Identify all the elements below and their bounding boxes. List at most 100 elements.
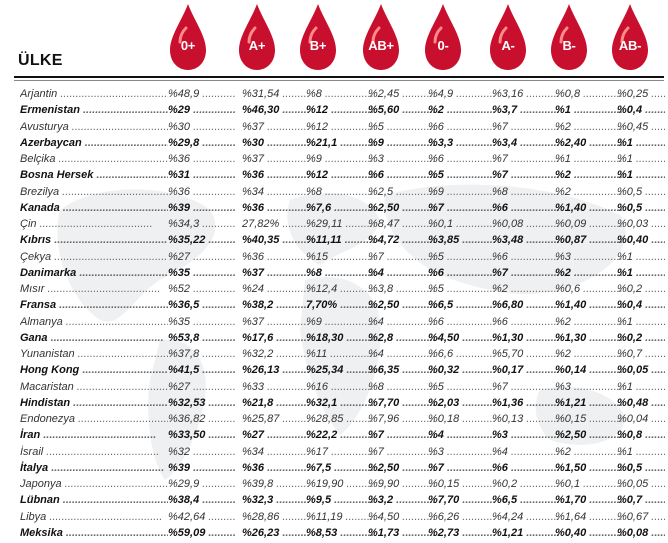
blood-type-percentage: %2,45 xyxy=(368,86,436,102)
blood-type-percentage: %9 xyxy=(306,314,374,330)
blood-type-percentage: %30 xyxy=(168,119,236,135)
country-name: Lübnan xyxy=(20,492,168,508)
blood-type-percentage: %25,87 xyxy=(242,411,310,427)
blood-type-percentage: %8 xyxy=(306,86,374,102)
blood-type-percentage: %1 xyxy=(617,444,665,460)
blood-type-percentage: %1,21 xyxy=(492,525,560,541)
country-name: Hong Kong xyxy=(20,362,168,378)
blood-type-percentage: %31,54 xyxy=(242,86,310,102)
blood-type-percentage: %0,7 xyxy=(617,492,665,508)
blood-drop-icon xyxy=(612,4,648,70)
blood-type-percentage: %36,82 xyxy=(168,411,236,427)
blood-type-percentage: %32 xyxy=(168,444,236,460)
blood-type-percentage: %2,8 xyxy=(368,330,436,346)
country-name: İsrail xyxy=(20,444,168,460)
table-row: Avusturya%30 %37%12%5%6%7%2%0,45 xyxy=(0,119,668,135)
country-name: Danimarka xyxy=(20,265,168,281)
blood-type-percentage: %1 xyxy=(617,314,665,330)
blood-type-drop: B+ xyxy=(298,2,338,72)
blood-type-percentage: %3 xyxy=(555,249,623,265)
blood-type-percentage: %11 xyxy=(306,346,374,362)
blood-type-percentage: %2 xyxy=(492,281,560,297)
blood-type-percentage: %1,64 xyxy=(555,509,623,525)
blood-type-percentage: %33 xyxy=(242,379,310,395)
blood-type-drop: A- xyxy=(488,2,528,72)
blood-type-percentage: %2 xyxy=(555,444,623,460)
blood-type-percentage: %37 xyxy=(242,314,310,330)
blood-type-percentage: %37 xyxy=(242,119,310,135)
blood-type-percentage: %35,22 xyxy=(168,232,236,248)
blood-type-percentage: %1,36 xyxy=(492,395,560,411)
blood-type-drop: AB- xyxy=(610,2,650,72)
blood-type-percentage: %8,47 xyxy=(368,216,436,232)
blood-type-percentage: %0,05 xyxy=(617,362,665,378)
blood-type-percentage: %0,25 xyxy=(617,86,665,102)
blood-type-percentage: %2 xyxy=(428,102,496,118)
table-row: Gana%53,8%17,6%18,30%2,8%4,50%1,30%1,30%… xyxy=(0,330,668,346)
blood-type-percentage: %22,2 xyxy=(306,427,374,443)
blood-type-percentage: %19,90 xyxy=(306,476,374,492)
blood-type-percentage: %53,8 xyxy=(168,330,236,346)
blood-type-percentage: %37 xyxy=(242,265,310,281)
blood-type-percentage: %32,2 xyxy=(242,346,310,362)
blood-type-percentage: %7 xyxy=(492,265,560,281)
blood-type-percentage: %39,8 xyxy=(242,476,310,492)
blood-type-percentage: %2 xyxy=(555,314,623,330)
blood-type-percentage: %0,03 xyxy=(617,216,665,232)
table-row: Kanada%39 %36%7,6%2,50%7%6%1,40%0,5 xyxy=(0,200,668,216)
blood-type-percentage: %6,80 xyxy=(492,297,560,313)
blood-type-percentage: %0,4 xyxy=(617,102,665,118)
blood-type-percentage: %2,03 xyxy=(428,395,496,411)
country-name: Brezilya xyxy=(20,184,168,200)
table-row: Çin%34,3 27,82%%29,11%8,47%0,1%0,08%0,09%… xyxy=(0,216,668,232)
blood-type-percentage: %7 xyxy=(492,379,560,395)
blood-type-percentage: %0,5 xyxy=(617,200,665,216)
table-row: Çekya%27 %36%15%7%5%6%3%1 xyxy=(0,249,668,265)
country-name: Japonya xyxy=(20,476,168,492)
blood-type-percentage: %0,04 xyxy=(617,411,665,427)
blood-type-percentage: %16 xyxy=(306,379,374,395)
blood-type-percentage: %3,7 xyxy=(492,102,560,118)
blood-type-label: A- xyxy=(501,38,515,53)
table-row: Bosna Hersek%31 %36%12%6%5%7%2%1 xyxy=(0,167,668,183)
blood-type-percentage: %2 xyxy=(555,184,623,200)
blood-type-percentage: %26,13 xyxy=(242,362,310,378)
blood-type-percentage: %29,11 xyxy=(306,216,374,232)
blood-type-percentage: %34 xyxy=(242,184,310,200)
table-row: İsrail%32 %34%17%7%3%4%2%1 xyxy=(0,444,668,460)
country-name: İran xyxy=(20,427,168,443)
blood-type-percentage: %15 xyxy=(306,249,374,265)
blood-type-percentage: %1 xyxy=(617,249,665,265)
country-name: Arjantin xyxy=(20,86,168,102)
blood-type-percentage: %28,86 xyxy=(242,509,310,525)
blood-type-percentage: %2,50 xyxy=(368,460,436,476)
country-name: Gana xyxy=(20,330,168,346)
blood-type-percentage: %7 xyxy=(492,167,560,183)
blood-type-percentage: 7,70% xyxy=(306,297,374,313)
blood-type-percentage: %0,5 xyxy=(617,184,665,200)
table-row: Meksika%59,09 %26,23%8,53%1,73%2,73%1,21%… xyxy=(0,525,668,541)
blood-type-percentage: %8 xyxy=(306,265,374,281)
blood-type-percentage: %31 xyxy=(168,167,236,183)
table-row: Danimarka%35 %37%8%4%6%7%2%1 xyxy=(0,265,668,281)
blood-type-percentage: %27 xyxy=(242,427,310,443)
blood-type-percentage: %7 xyxy=(492,119,560,135)
blood-type-percentage: %0,15 xyxy=(555,411,623,427)
blood-type-percentage: %42,64 xyxy=(168,509,236,525)
blood-type-percentage: %0,15 xyxy=(428,476,496,492)
table-row: Mısır%52 %24%12,4%3,8%5%2%0,6%0,2 xyxy=(0,281,668,297)
blood-type-percentage: %6 xyxy=(492,460,560,476)
blood-type-percentage: %6 xyxy=(428,314,496,330)
blood-type-percentage: %38,4 xyxy=(168,492,236,508)
blood-type-percentage: %0,32 xyxy=(428,362,496,378)
blood-type-percentage: %1,30 xyxy=(492,330,560,346)
blood-type-percentage: %2,50 xyxy=(368,297,436,313)
blood-type-percentage: %35 xyxy=(168,265,236,281)
blood-drop-icon xyxy=(551,4,587,70)
table-row: Kıbrıs%35,22 %40,35%11,11%4,72%3,85%3,48%… xyxy=(0,232,668,248)
blood-drop-icon xyxy=(300,4,336,70)
blood-type-percentage: %9 xyxy=(368,135,436,151)
table-row: Endonezya%36,82%25,87%28,85%7,96%0,18%0,… xyxy=(0,411,668,427)
blood-type-percentage: %3 xyxy=(428,444,496,460)
blood-type-percentage: %36 xyxy=(242,200,310,216)
